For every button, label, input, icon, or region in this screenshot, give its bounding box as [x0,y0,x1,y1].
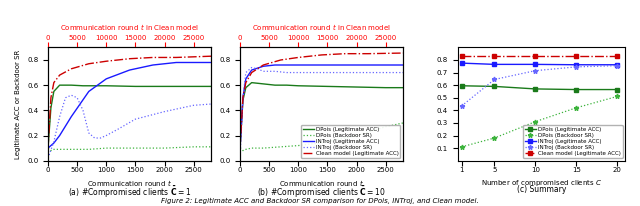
Text: (c) Summary: (c) Summary [516,185,566,194]
Text: (b) #Compromised clients $\mathbf{\bar{C}}=10$: (b) #Compromised clients $\mathbf{\bar{C… [257,185,386,200]
Legend: DPois (Legitimate ACC), DPois (Backdoor SR), INTroj (Legitimate ACC), INTroj (Ba: DPois (Legitimate ACC), DPois (Backdoor … [523,125,623,158]
X-axis label: Communication round $t$: Communication round $t$ [279,178,364,188]
Legend: DPois (Legitimate ACC), DPois (Backdoor SR), INTroj (Legitimate ACC), INTroj (Ba: DPois (Legitimate ACC), DPois (Backdoor … [301,125,401,158]
X-axis label: Number of compromised clients $C$: Number of compromised clients $C$ [481,178,602,188]
X-axis label: Communication round $t$ in Clean model: Communication round $t$ in Clean model [252,22,391,32]
Text: Figure 2: Legitimate ACC and Backdoor SR comparison for DPois, INTroj, and Clean: Figure 2: Legitimate ACC and Backdoor SR… [161,198,479,204]
Text: (a) #Compromised clients $\mathbf{\bar{C}}=1$: (a) #Compromised clients $\mathbf{\bar{C… [68,185,191,200]
X-axis label: Communication round $t$ in Clean model: Communication round $t$ in Clean model [60,22,199,32]
X-axis label: Communication round $t$: Communication round $t$ [87,178,172,188]
Y-axis label: Legitimate ACC or Backdoor SR: Legitimate ACC or Backdoor SR [15,49,22,159]
